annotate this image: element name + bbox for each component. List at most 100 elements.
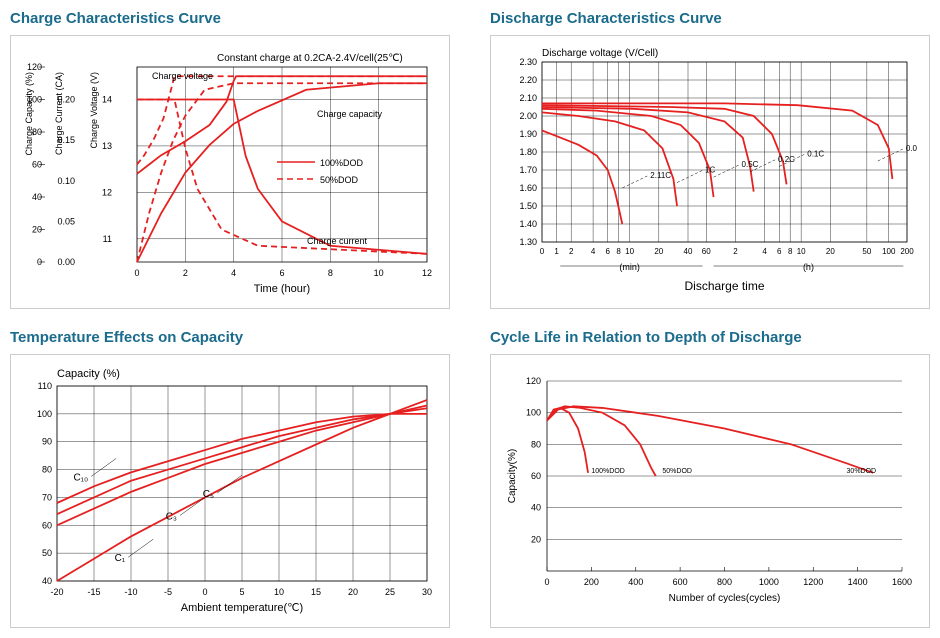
svg-text:1: 1 [554, 247, 559, 256]
svg-text:50: 50 [42, 548, 52, 558]
svg-text:1.60: 1.60 [519, 183, 537, 193]
svg-text:50%DOD: 50%DOD [320, 175, 359, 185]
svg-text:0.5C: 0.5C [742, 160, 759, 169]
svg-text:1C: 1C [705, 166, 715, 175]
svg-text:1.80: 1.80 [519, 147, 537, 157]
title-cycle: Cycle Life in Relation to Depth of Disch… [490, 329, 930, 346]
svg-text:8: 8 [788, 247, 793, 256]
svg-text:400: 400 [628, 577, 643, 587]
chart-temp: Capacity (%)405060708090100110-20-15-10-… [10, 354, 450, 628]
svg-text:Charge current: Charge current [307, 236, 368, 246]
svg-text:Charge voltage: Charge voltage [152, 71, 213, 81]
svg-text:11: 11 [103, 234, 112, 244]
svg-text:40: 40 [684, 247, 693, 256]
title-discharge: Discharge Characteristics Curve [490, 10, 930, 27]
svg-text:8: 8 [616, 247, 621, 256]
svg-text:14: 14 [102, 95, 112, 105]
svg-text:Charge Voltage (V): Charge Voltage (V) [89, 72, 99, 149]
chart-cycle: 2040608010012002004006008001000120014001… [490, 354, 930, 628]
svg-text:13: 13 [102, 141, 112, 151]
svg-text:10: 10 [625, 247, 634, 256]
svg-text:30%DOD: 30%DOD [847, 468, 877, 475]
svg-text:Charge Capacity (%): Charge Capacity (%) [24, 72, 34, 156]
svg-text:40: 40 [42, 576, 52, 586]
svg-text:1.50: 1.50 [519, 201, 537, 211]
svg-text:Capacity (%): Capacity (%) [57, 368, 120, 380]
panel-charge: Charge Characteristics Curve Charge Capa… [10, 10, 450, 309]
svg-text:200: 200 [900, 247, 914, 256]
svg-text:C₅: C₅ [203, 489, 214, 500]
svg-text:0.10: 0.10 [57, 176, 75, 186]
svg-text:6: 6 [605, 247, 610, 256]
svg-text:C₁: C₁ [115, 553, 126, 564]
title-charge: Charge Characteristics Curve [10, 10, 450, 27]
svg-text:0: 0 [544, 577, 549, 587]
svg-text:-10: -10 [124, 587, 137, 597]
svg-text:2.20: 2.20 [519, 75, 537, 85]
svg-text:0: 0 [134, 268, 139, 278]
svg-text:(min): (min) [619, 262, 640, 272]
svg-text:1.40: 1.40 [519, 219, 537, 229]
svg-text:15: 15 [311, 587, 321, 597]
svg-text:100%DOD: 100%DOD [320, 158, 364, 168]
svg-text:80: 80 [42, 465, 52, 475]
svg-text:60: 60 [42, 520, 52, 530]
svg-text:100%DOD: 100%DOD [591, 468, 624, 475]
svg-text:0.00: 0.00 [57, 257, 75, 267]
svg-text:20: 20 [348, 587, 358, 597]
svg-text:1000: 1000 [759, 577, 779, 587]
svg-text:Constant charge at 0.2CA-2.4V/: Constant charge at 0.2CA-2.4V/cell(25℃) [217, 53, 403, 64]
svg-text:Ambient temperature(℃): Ambient temperature(℃) [181, 602, 303, 614]
svg-text:1200: 1200 [803, 577, 823, 587]
svg-text:0: 0 [202, 587, 207, 597]
panel-discharge: Discharge Characteristics Curve Discharg… [490, 10, 930, 309]
svg-text:600: 600 [673, 577, 688, 587]
svg-text:C₃: C₃ [166, 511, 177, 522]
chart-charge: Charge Capacity (%)Charge Current (CA)Ch… [10, 35, 450, 309]
svg-text:120: 120 [526, 376, 541, 386]
svg-text:1.70: 1.70 [519, 165, 537, 175]
svg-text:110: 110 [38, 381, 52, 391]
svg-text:8: 8 [328, 268, 333, 278]
svg-text:90: 90 [42, 437, 52, 447]
svg-text:4: 4 [231, 268, 236, 278]
title-temp: Temperature Effects on Capacity [10, 329, 450, 346]
svg-text:2.30: 2.30 [519, 57, 537, 67]
svg-text:20: 20 [654, 247, 663, 256]
svg-text:Charge capacity: Charge capacity [317, 109, 383, 119]
svg-text:0.05: 0.05 [57, 216, 75, 226]
svg-text:0.2C: 0.2C [778, 155, 795, 164]
svg-text:20: 20 [826, 247, 835, 256]
svg-text:4: 4 [591, 247, 596, 256]
svg-text:0.0115C: 0.0115C [906, 144, 917, 153]
svg-text:10: 10 [374, 268, 384, 278]
svg-text:Discharge time: Discharge time [684, 279, 764, 293]
svg-text:25: 25 [385, 587, 395, 597]
svg-text:2: 2 [183, 268, 188, 278]
svg-discharge: Discharge voltage (V/Cell) 1.30 1.40 1.50 1.… [497, 42, 917, 302]
svg-text:Number of cycles(cycles): Number of cycles(cycles) [669, 593, 781, 604]
svg-text:Capacity(%): Capacity(%) [507, 449, 518, 503]
svg-text:1.30: 1.30 [519, 237, 537, 247]
svg-text:100: 100 [882, 247, 896, 256]
svg-text:-5: -5 [164, 587, 172, 597]
svg-text:1.90: 1.90 [519, 129, 537, 139]
svg-text:80: 80 [531, 439, 541, 449]
svg-temp: Capacity (%)405060708090100110-20-15-10-… [17, 361, 437, 621]
svg-text:2.11C: 2.11C [650, 171, 671, 180]
svg-text:2: 2 [733, 247, 738, 256]
svg-text:0: 0 [540, 247, 545, 256]
chart-grid: Charge Characteristics Curve Charge Capa… [10, 10, 930, 628]
svg-text:2: 2 [569, 247, 574, 256]
svg-text:800: 800 [717, 577, 732, 587]
svg-text:5: 5 [239, 587, 244, 597]
svg-text:100: 100 [526, 408, 541, 418]
svg-text:Discharge voltage (V/Cell): Discharge voltage (V/Cell) [542, 48, 658, 59]
svg-text:60: 60 [531, 471, 541, 481]
panel-temp: Temperature Effects on Capacity Capacity… [10, 329, 450, 628]
svg-text:50: 50 [862, 247, 871, 256]
svg-text:12: 12 [102, 187, 112, 197]
svg-text:100: 100 [37, 409, 52, 419]
svg-text:40: 40 [531, 503, 541, 513]
svg-text:12: 12 [422, 268, 432, 278]
